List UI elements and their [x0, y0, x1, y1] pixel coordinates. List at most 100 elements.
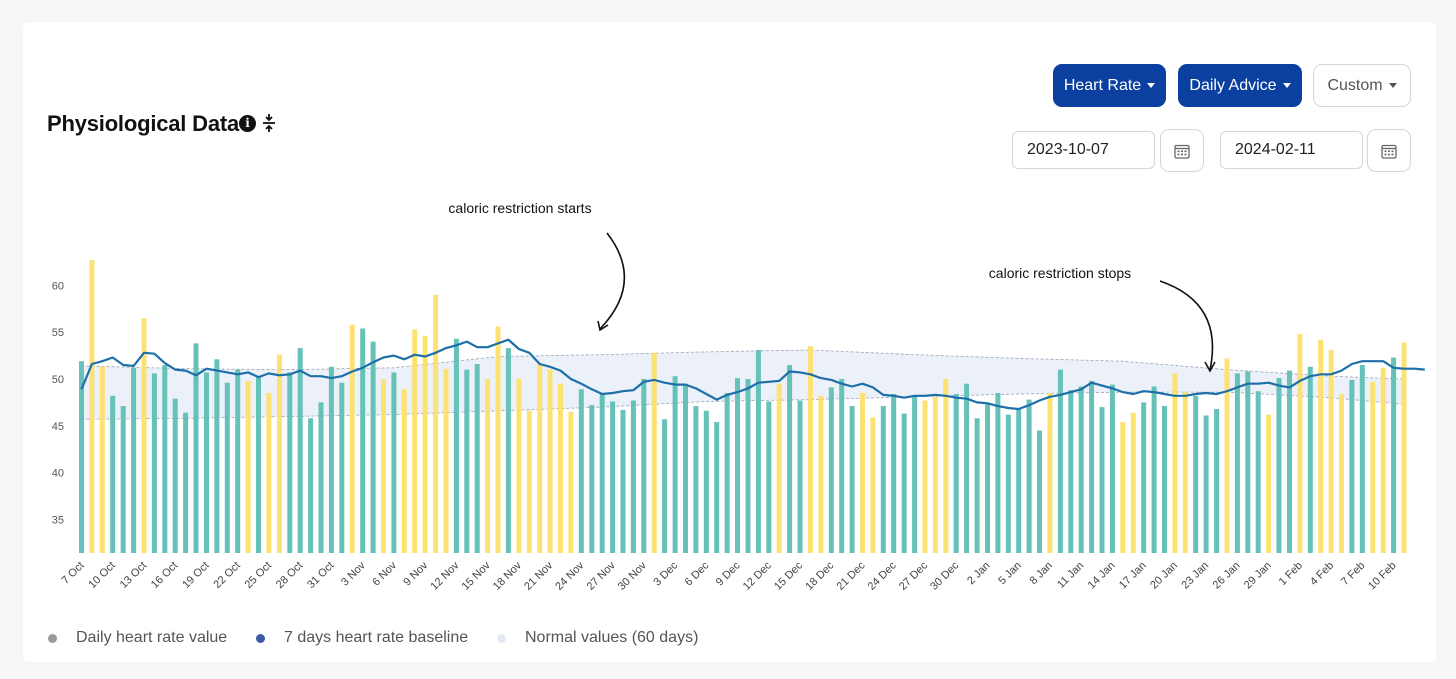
x-tick-label: 7 Oct — [60, 560, 87, 587]
chart-bar — [308, 418, 314, 553]
chart-bar — [891, 394, 897, 553]
x-tick-label: 21 Nov — [522, 559, 555, 592]
chart-bar — [433, 294, 439, 553]
x-tick-label: 4 Feb — [1308, 560, 1336, 588]
info-circle-icon[interactable]: i — [239, 115, 256, 132]
chart-bar — [735, 378, 740, 553]
x-tick-label: 22 Oct — [211, 560, 242, 591]
end-date-input[interactable]: 2024-02-11 — [1220, 131, 1363, 169]
chart-bar — [912, 395, 918, 553]
chart-bar — [193, 343, 199, 553]
chart-bar — [1328, 350, 1334, 553]
chart-bar — [537, 364, 543, 553]
x-tick-label: 6 Nov — [370, 559, 399, 588]
x-tick-label: 24 Dec — [866, 559, 899, 592]
chart-bar — [120, 406, 126, 553]
x-tick-label: 3 Dec — [651, 559, 680, 588]
chart-bar — [1005, 414, 1011, 553]
chart-bar — [1141, 402, 1147, 553]
start-date-input[interactable]: 2023-10-07 — [1012, 131, 1155, 169]
y-tick-label: 50 — [52, 374, 64, 386]
calendar-icon — [1381, 144, 1397, 159]
x-tick-label: 31 Oct — [305, 560, 336, 591]
legend-dot-daily — [48, 633, 57, 643]
x-tick-label: 19 Oct — [180, 560, 211, 591]
x-tick-label: 12 Dec — [741, 559, 774, 592]
annotation-start-arrowhead — [597, 320, 609, 332]
chart-bar — [266, 393, 272, 553]
heart-rate-label: Heart Rate — [1063, 76, 1142, 94]
chart-bar — [287, 372, 293, 553]
legend-dot-baseline — [256, 633, 265, 643]
chart-bar — [943, 379, 949, 553]
x-tick-label: 10 Feb — [1366, 560, 1399, 593]
chart-bar — [714, 422, 720, 553]
chart-bar — [1245, 371, 1251, 553]
page-title: Physiological Data — [47, 111, 240, 136]
x-tick-label: 8 Jan — [1027, 560, 1055, 588]
annotation-stop-label: caloric restriction stops — [989, 265, 1131, 281]
chart-bar — [1224, 358, 1230, 553]
x-tick-label: 30 Nov — [616, 559, 649, 592]
chart-bar — [880, 406, 886, 553]
chart-bar — [1276, 378, 1282, 553]
start-date-picker-button[interactable] — [1160, 129, 1204, 172]
chart-bar — [412, 329, 418, 553]
chart-bar — [1182, 392, 1188, 553]
annotation-start-label: caloric restriction starts — [448, 200, 591, 216]
legend-normal[interactable]: Normal values (60 days) — [497, 629, 698, 647]
legend-daily[interactable]: Daily heart rate value — [48, 629, 227, 647]
chart-bar — [183, 412, 189, 553]
chart-bar — [1307, 366, 1313, 553]
chart-bar — [391, 372, 397, 553]
chart-bar — [558, 383, 563, 553]
x-tick-label: 11 Jan — [1055, 560, 1086, 591]
range-dropdown[interactable]: Custom — [1313, 64, 1411, 107]
chart-bar — [1391, 357, 1397, 553]
x-tick-label: 24 Nov — [553, 559, 586, 592]
chart-bar — [422, 335, 428, 553]
chart-bar — [787, 365, 793, 553]
chart-bar — [474, 364, 480, 553]
chart-bar — [1339, 394, 1344, 553]
x-tick-label: 12 Nov — [428, 559, 461, 592]
chart-bar — [99, 366, 105, 553]
chart-bar — [776, 383, 782, 553]
chart-bar — [901, 413, 907, 553]
x-tick-label: 27 Dec — [897, 559, 930, 592]
chart-bar — [79, 361, 84, 553]
chart-bar — [495, 326, 501, 553]
x-tick-label: 13 Oct — [118, 560, 149, 591]
chevron-down-icon — [1282, 83, 1291, 88]
x-tick-label: 21 Dec — [834, 559, 867, 592]
normal-range-band — [81, 350, 1404, 420]
chart-bar — [599, 393, 605, 553]
chart-bar — [1214, 409, 1220, 553]
chart-bar — [464, 369, 470, 553]
chart-bar — [1026, 399, 1032, 553]
daily-advice-dropdown[interactable]: Daily Advice — [1178, 64, 1302, 107]
chart-bar — [1089, 380, 1095, 553]
chart-bar — [318, 402, 324, 553]
chart-bar — [1349, 379, 1355, 553]
heart-rate-dropdown[interactable]: Heart Rate — [1053, 64, 1166, 107]
chart-bar — [1047, 393, 1053, 553]
heart-rate-chart: 35 40 45 50 55 60 7 Oct 10 Oct 13 Oct 16 Oct 19 O… — [52, 200, 1425, 593]
x-tick-label: 5 Jan — [996, 560, 1024, 588]
chart-bar — [849, 406, 855, 553]
chart-bar — [651, 352, 657, 553]
chart-bar — [1120, 422, 1126, 553]
chart-bar — [922, 400, 928, 553]
x-tick-label: 28 Oct — [274, 560, 305, 591]
chart-bar — [1078, 386, 1084, 553]
split-vertical-icon[interactable] — [261, 113, 277, 133]
x-tick-label: 1 Feb — [1277, 560, 1305, 588]
end-date-picker-button[interactable] — [1367, 129, 1411, 172]
x-tick-label: 30 Dec — [928, 559, 961, 592]
x-tick-label: 23 Jan — [1179, 560, 1211, 592]
chart-bar — [995, 393, 1001, 553]
chart-bar — [1057, 369, 1063, 553]
chart-bar — [1151, 386, 1157, 553]
chart-bar — [703, 410, 709, 553]
legend-baseline[interactable]: 7 days heart rate baseline — [256, 629, 468, 647]
